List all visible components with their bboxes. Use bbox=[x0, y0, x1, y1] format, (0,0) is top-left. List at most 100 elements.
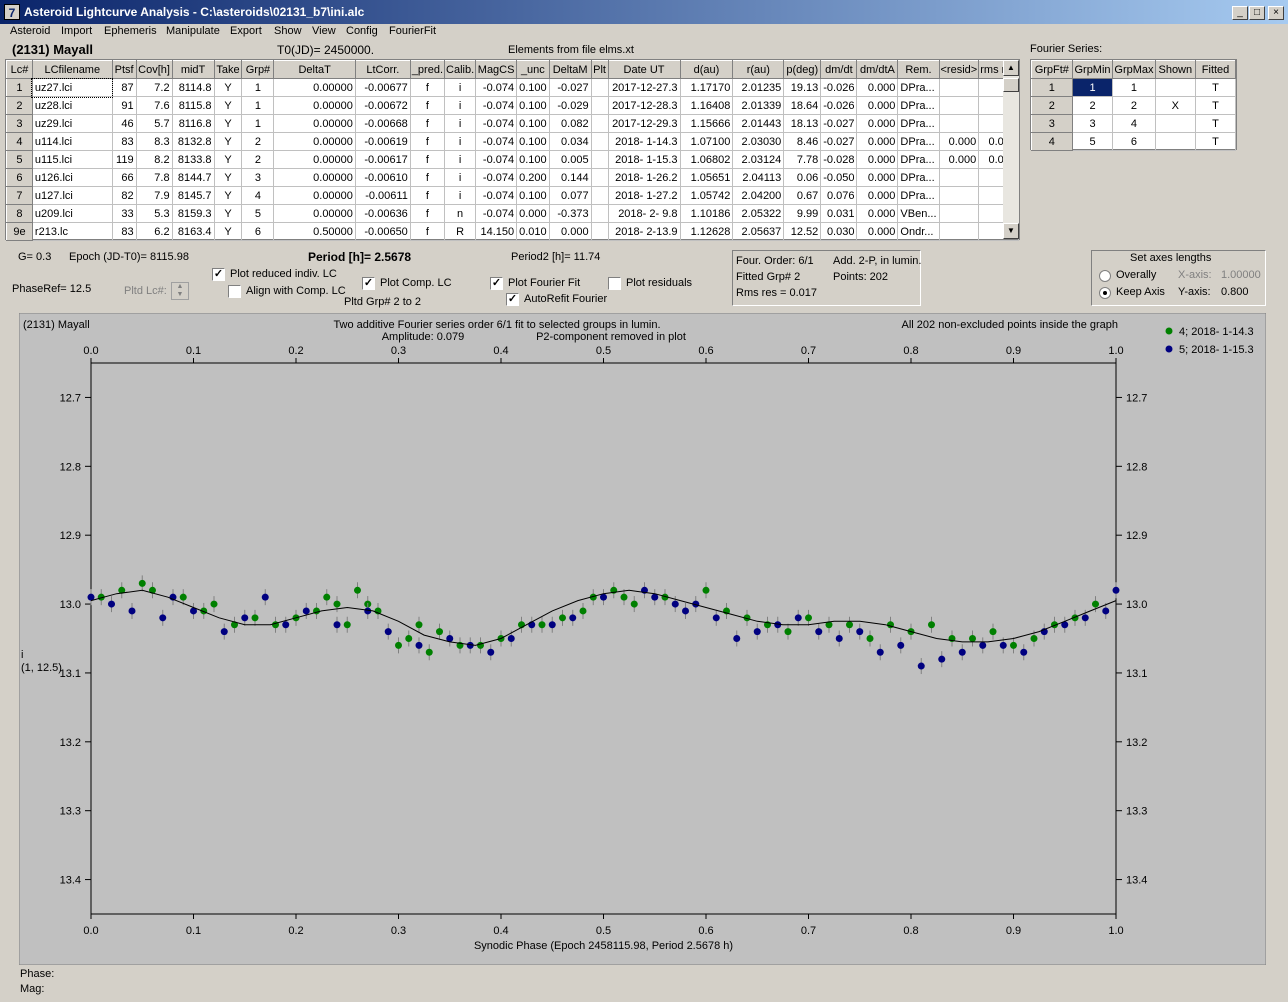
lc-cell[interactable]: 2 bbox=[241, 150, 275, 169]
keep-axis-radio[interactable] bbox=[1099, 287, 1111, 299]
lc-cell[interactable]: 1 bbox=[241, 78, 275, 97]
lc-cell[interactable]: f bbox=[409, 96, 446, 115]
lc-cell[interactable]: 0.000 bbox=[856, 168, 899, 187]
lc-cell[interactable] bbox=[938, 204, 980, 223]
menu-asteroid[interactable]: Asteroid bbox=[10, 25, 51, 37]
lc-cell[interactable]: 1.07100 bbox=[679, 132, 734, 151]
lc-col-header[interactable]: d(au) bbox=[679, 60, 734, 79]
lc-cell[interactable]: 46 bbox=[111, 114, 137, 133]
lc-cell[interactable]: 4 bbox=[241, 186, 275, 205]
lc-cell[interactable]: i bbox=[444, 168, 477, 187]
lc-cell[interactable]: -0.027 bbox=[820, 114, 858, 133]
menu-manipulate[interactable]: Manipulate bbox=[166, 25, 220, 37]
lc-cell[interactable]: 8145.7 bbox=[171, 186, 215, 205]
fs-cell[interactable]: T bbox=[1195, 96, 1236, 115]
lc-cell[interactable]: i bbox=[444, 186, 477, 205]
lc-cell[interactable]: 1.12628 bbox=[679, 222, 734, 241]
lc-col-header[interactable]: Take bbox=[213, 60, 243, 79]
period-value[interactable]: Period [h]= 2.5678 bbox=[308, 250, 412, 264]
scroll-up-icon[interactable]: ▲ bbox=[1003, 60, 1019, 76]
fs-cell[interactable] bbox=[1154, 114, 1197, 133]
lc-cell[interactable] bbox=[938, 222, 980, 241]
menu-view[interactable]: View bbox=[312, 25, 336, 37]
lc-cell[interactable]: 8133.8 bbox=[171, 150, 215, 169]
lc-cell[interactable]: 2018- 1-26.2 bbox=[607, 168, 681, 187]
lc-cell[interactable]: 2.01443 bbox=[732, 114, 785, 133]
spinner-up-icon[interactable]: ▲ bbox=[176, 283, 184, 290]
lc-cell[interactable]: 0.000 bbox=[938, 132, 980, 151]
lc-cell[interactable]: 3 bbox=[241, 168, 275, 187]
lc-cell[interactable]: uz29.lci bbox=[31, 114, 113, 133]
align-comp-checkbox[interactable] bbox=[228, 285, 241, 298]
lc-cell[interactable]: f bbox=[409, 78, 446, 97]
lc-cell[interactable]: -0.074 bbox=[475, 78, 518, 97]
table-scrollbar[interactable]: ▲ ▼ bbox=[1003, 60, 1019, 239]
lc-table-row[interactable]: 8 u209.lci 33 5.3 8159.3 Y 5 0.00000 -0.00636 f n -… bbox=[6, 204, 1019, 223]
fs-cell[interactable]: 5 bbox=[1071, 132, 1114, 151]
lc-table-row[interactable]: 1 uz27.lci 87 7.2 8114.8 Y 1 0.00000 -0.00677 f i -… bbox=[6, 77, 1019, 98]
lc-col-header[interactable]: Grp# bbox=[241, 60, 275, 79]
lc-cell[interactable]: -0.00619 bbox=[354, 132, 411, 151]
lc-cell[interactable]: 1.16408 bbox=[679, 96, 734, 115]
lc-cell[interactable]: 1 bbox=[241, 96, 275, 115]
lc-cell[interactable]: 0.076 bbox=[820, 186, 858, 205]
lc-cell[interactable]: 8132.8 bbox=[171, 132, 215, 151]
lc-cell[interactable]: Y bbox=[213, 132, 243, 151]
overally-radio[interactable] bbox=[1099, 270, 1111, 282]
lc-cell[interactable]: 0.06 bbox=[783, 168, 822, 187]
lc-cell[interactable] bbox=[590, 78, 609, 97]
lc-cell[interactable]: 8144.7 bbox=[171, 168, 215, 187]
lc-col-header[interactable]: DeltaM bbox=[548, 60, 592, 79]
lc-cell[interactable] bbox=[590, 186, 609, 205]
fs-cell[interactable]: T bbox=[1195, 78, 1236, 97]
lc-cell[interactable]: 0.100 bbox=[516, 78, 550, 97]
lc-cell[interactable]: 0.200 bbox=[516, 168, 550, 187]
lc-cell[interactable]: 2018- 1-27.2 bbox=[607, 186, 681, 205]
lc-cell[interactable]: 2017-12-28.3 bbox=[607, 96, 681, 115]
spinner-down-icon[interactable]: ▼ bbox=[176, 291, 184, 298]
lc-cell[interactable]: 12.52 bbox=[783, 222, 822, 241]
lc-cell[interactable]: f bbox=[409, 132, 446, 151]
lc-cell[interactable]: -0.074 bbox=[475, 132, 518, 151]
lc-row-header[interactable]: 7 bbox=[6, 186, 33, 205]
lc-table-row[interactable]: 9e r213.lc 83 6.2 8163.4 Y 6 0.50000 -0.00650 f R 1… bbox=[6, 222, 1019, 241]
lc-cell[interactable]: 1.17170 bbox=[679, 78, 734, 97]
lc-cell[interactable]: 0.00000 bbox=[273, 96, 356, 115]
lc-cell[interactable]: 0.100 bbox=[516, 186, 550, 205]
lc-cell[interactable]: -0.074 bbox=[475, 168, 518, 187]
yaxis-value[interactable]: 0.800 bbox=[1221, 286, 1249, 298]
lc-table-row[interactable]: 2 uz28.lci 91 7.6 8115.8 Y 1 0.00000 -0.00672 f i -… bbox=[6, 96, 1019, 115]
lc-cell[interactable]: 0.00000 bbox=[273, 132, 356, 151]
lc-cell[interactable]: -0.027 bbox=[820, 132, 858, 151]
lc-table-row[interactable]: 4 u114.lci 83 8.3 8132.8 Y 2 0.00000 -0.00619 f i -… bbox=[6, 132, 1019, 151]
lc-cell[interactable]: f bbox=[409, 168, 446, 187]
lc-cell[interactable]: Y bbox=[213, 168, 243, 187]
fs-col-header[interactable]: GrpFt# bbox=[1031, 60, 1073, 79]
fs-col-header[interactable]: GrpMin bbox=[1071, 60, 1114, 79]
lc-cell[interactable]: 9.99 bbox=[783, 204, 822, 223]
lc-cell[interactable]: DPra... bbox=[897, 114, 940, 133]
lc-cell[interactable]: 8.46 bbox=[783, 132, 822, 151]
lc-cell[interactable]: 6.2 bbox=[135, 222, 173, 241]
lc-cell[interactable]: 19.13 bbox=[783, 78, 822, 97]
lc-cell[interactable]: 2017-12-29.3 bbox=[607, 114, 681, 133]
lc-cell[interactable]: -0.029 bbox=[548, 96, 592, 115]
lc-cell[interactable] bbox=[938, 96, 980, 115]
lc-cell[interactable]: 0.005 bbox=[548, 150, 592, 169]
lc-cell[interactable] bbox=[590, 114, 609, 133]
lc-col-header[interactable]: p(deg) bbox=[783, 60, 822, 79]
lc-cell[interactable]: u115.lci bbox=[31, 150, 113, 169]
lc-col-header[interactable]: _pred. bbox=[409, 60, 446, 79]
lc-cell[interactable]: 0.077 bbox=[548, 186, 592, 205]
lc-cell[interactable]: -0.026 bbox=[820, 96, 858, 115]
lc-cell[interactable]: 0.67 bbox=[783, 186, 822, 205]
lc-cell[interactable]: 0.010 bbox=[516, 222, 550, 241]
lc-cell[interactable]: 0.000 bbox=[548, 222, 592, 241]
lc-row-header[interactable]: 8 bbox=[6, 204, 33, 223]
lc-cell[interactable]: 83 bbox=[111, 222, 137, 241]
lc-cell[interactable]: 66 bbox=[111, 168, 137, 187]
lc-cell[interactable]: 0.000 bbox=[856, 96, 899, 115]
lc-cell[interactable]: 2.01339 bbox=[732, 96, 785, 115]
lc-cell[interactable]: u126.lci bbox=[31, 168, 113, 187]
lc-cell[interactable]: 1.05742 bbox=[679, 186, 734, 205]
